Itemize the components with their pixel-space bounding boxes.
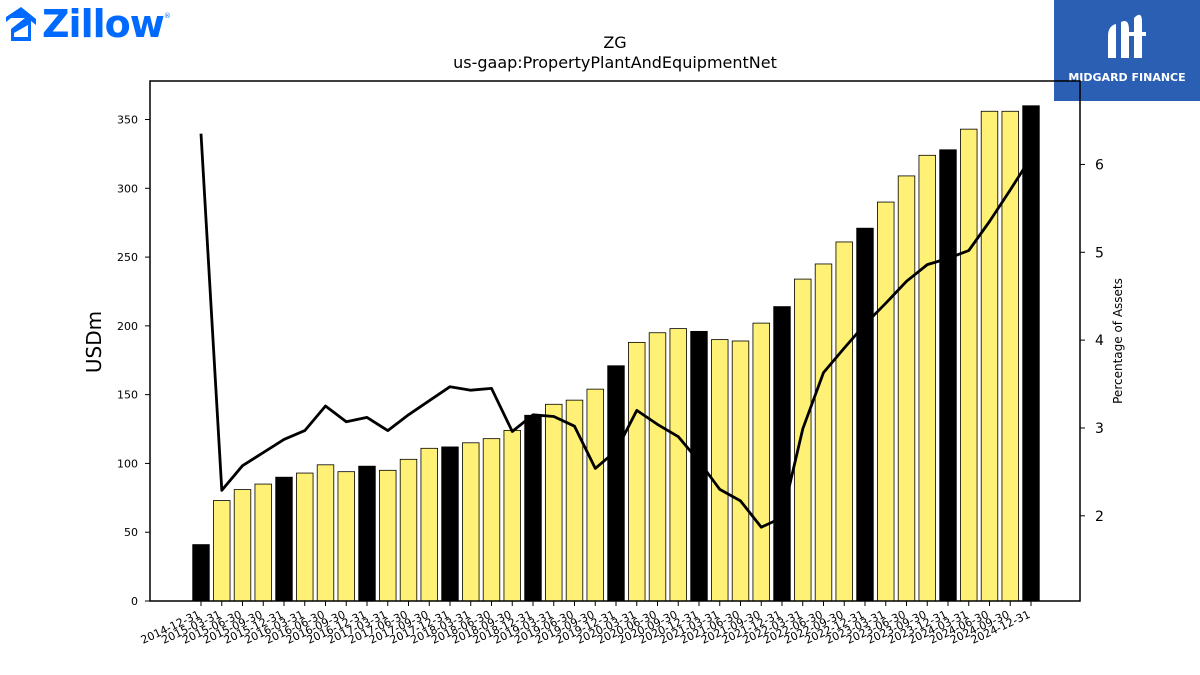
bar-2019-06-30 xyxy=(565,399,584,602)
y-tick-label: 250 xyxy=(117,251,138,264)
bar-2018-03-31 xyxy=(462,442,480,602)
bar-2022-12-31 xyxy=(856,227,874,602)
bar-2019-03-31 xyxy=(545,403,563,602)
bar-2019-09-30 xyxy=(586,388,604,602)
bar-2016-12-31 xyxy=(358,465,376,602)
bar-2020-06-30 xyxy=(648,332,667,602)
bar-2021-12-31 xyxy=(773,306,791,602)
bar-2023-12-31 xyxy=(939,149,957,602)
bar-2020-03-31 xyxy=(628,341,646,602)
bar-2015-03-31 xyxy=(213,500,231,602)
registered-mark: ® xyxy=(163,12,171,20)
zillow-logo: Zillow ® xyxy=(4,4,171,44)
y2-tick-label: 5 xyxy=(1095,245,1104,261)
bar-2024-09-30 xyxy=(1001,110,1019,602)
bar-2021-06-30 xyxy=(731,340,750,602)
bar-2017-06-30 xyxy=(399,458,418,602)
y2-axis-label: Percentage of Assets xyxy=(1111,278,1125,404)
y-tick-label: 50 xyxy=(124,526,138,539)
bar-2024-06-30 xyxy=(980,110,999,602)
bar-2020-12-31 xyxy=(690,330,708,602)
bar-2014-12-31 xyxy=(192,544,210,602)
y2-tick-label: 6 xyxy=(1095,157,1104,173)
bar-2022-03-31 xyxy=(794,278,812,602)
y-tick-label: 0 xyxy=(131,595,138,608)
bar-2017-03-31 xyxy=(379,469,397,602)
bar-2024-12-31 xyxy=(1022,105,1040,602)
y-axis-label: USDm xyxy=(82,311,106,373)
y-tick-label: 350 xyxy=(117,114,138,127)
y-tick-label: 300 xyxy=(117,182,138,195)
y2-tick-label: 2 xyxy=(1095,509,1104,525)
bar-2016-09-30 xyxy=(337,471,355,602)
percentage-of-assets-line xyxy=(199,133,1033,529)
bar-2023-09-30 xyxy=(918,154,936,602)
midgard-logo-icon xyxy=(1108,14,1146,59)
bar-2015-09-30 xyxy=(254,483,272,602)
badge-name: MIDGARD FINANCE xyxy=(1068,71,1186,84)
bar-2018-09-30 xyxy=(503,430,521,602)
bar-2022-09-30 xyxy=(835,241,853,602)
bar-2021-03-31 xyxy=(711,339,729,602)
bar-2021-09-30 xyxy=(752,322,770,602)
y-tick-label: 100 xyxy=(117,457,138,470)
bar-2023-06-30 xyxy=(897,175,916,602)
chart-title: ZG xyxy=(603,33,626,52)
bar-2018-06-30 xyxy=(482,438,501,602)
bar-2020-09-30 xyxy=(669,328,687,602)
plot-frame xyxy=(149,80,1081,602)
bar-2017-09-30 xyxy=(420,447,438,602)
house-icon xyxy=(6,7,36,41)
bar-2015-12-31 xyxy=(275,476,293,602)
y-tick-label: 200 xyxy=(117,320,138,333)
brand-name: Zillow xyxy=(42,2,165,46)
bar-2024-03-31 xyxy=(960,128,978,602)
y2-tick-label: 3 xyxy=(1095,421,1104,437)
bar-2018-12-31 xyxy=(524,414,542,602)
midgard-finance-badge: MIDGARD FINANCE xyxy=(1054,0,1200,101)
bar-2022-06-30 xyxy=(814,263,833,602)
chart-subtitle: us-gaap:PropertyPlantAndEquipmentNet xyxy=(453,53,777,72)
bar-2015-06-30 xyxy=(233,489,252,602)
y-tick-label: 150 xyxy=(117,389,138,402)
bar-2023-03-31 xyxy=(877,201,895,602)
bar-2016-06-30 xyxy=(316,464,335,602)
bar-2016-03-31 xyxy=(296,472,314,602)
bar-2019-12-31 xyxy=(607,365,625,602)
bar-2017-12-31 xyxy=(441,446,459,602)
y2-tick-label: 4 xyxy=(1095,333,1104,349)
